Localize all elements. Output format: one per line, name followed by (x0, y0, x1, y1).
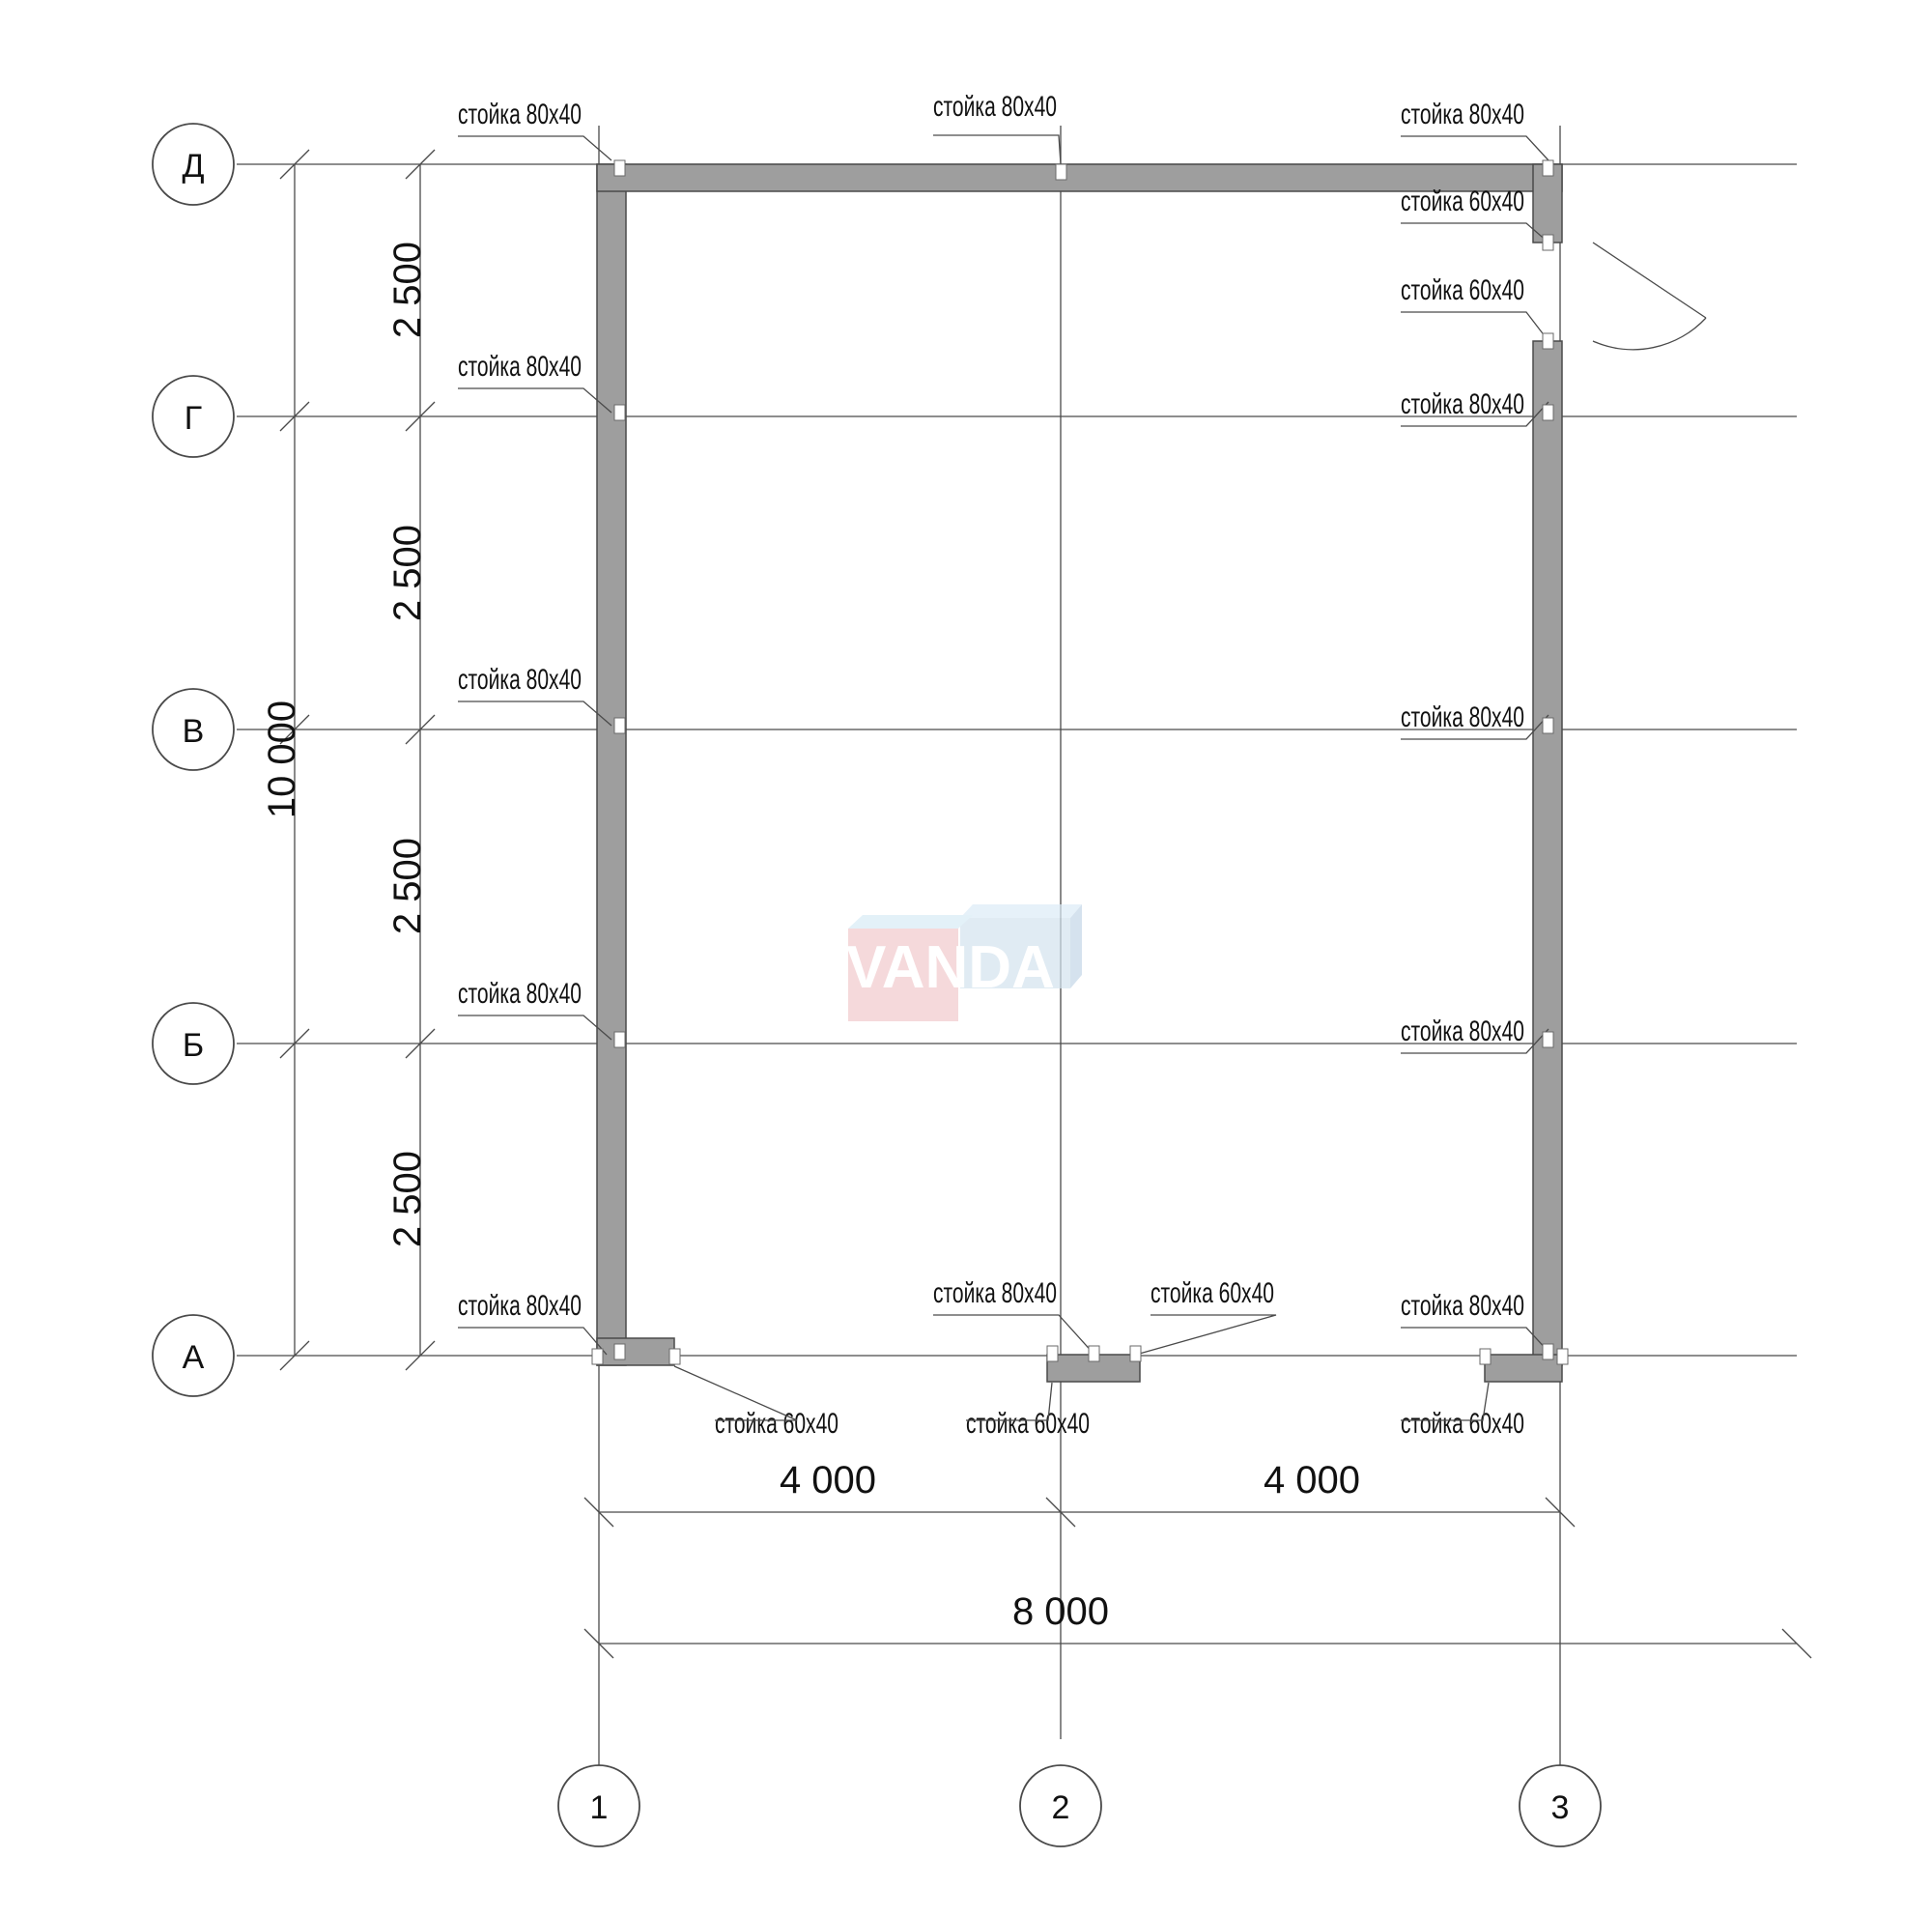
svg-text:VANDA: VANDA (846, 934, 1055, 1001)
svg-text:стойка 60х40: стойка 60х40 (1401, 274, 1524, 306)
svg-text:10 000: 10 000 (261, 701, 303, 818)
svg-text:Д: Д (182, 148, 204, 185)
svg-text:стойка 80х40: стойка 80х40 (933, 91, 1057, 123)
svg-text:8 000: 8 000 (1012, 1590, 1109, 1633)
svg-text:стойка 80х40: стойка 80х40 (458, 1290, 582, 1322)
svg-text:стойка 60х40: стойка 60х40 (966, 1408, 1090, 1440)
svg-text:стойка 80х40: стойка 80х40 (1401, 701, 1524, 733)
svg-text:В: В (183, 713, 205, 750)
svg-text:стойка 80х40: стойка 80х40 (933, 1277, 1057, 1309)
svg-text:3: 3 (1551, 1789, 1570, 1826)
svg-text:Г: Г (185, 400, 202, 437)
svg-text:стойка 60х40: стойка 60х40 (1401, 1408, 1524, 1440)
svg-text:стойка 80х40: стойка 80х40 (1401, 1015, 1524, 1047)
svg-text:1: 1 (590, 1789, 609, 1826)
svg-text:стойка 80х40: стойка 80х40 (458, 351, 582, 383)
svg-text:2 500: 2 500 (386, 838, 429, 934)
svg-text:2 500: 2 500 (386, 242, 429, 338)
svg-text:А: А (183, 1339, 205, 1376)
svg-text:стойка 80х40: стойка 80х40 (458, 978, 582, 1010)
svg-text:стойка 80х40: стойка 80х40 (1401, 388, 1524, 420)
svg-text:стойка 80х40: стойка 80х40 (1401, 99, 1524, 130)
svg-text:4 000: 4 000 (780, 1459, 876, 1501)
svg-text:стойка 60х40: стойка 60х40 (1401, 186, 1524, 217)
svg-text:2 500: 2 500 (386, 1151, 429, 1247)
svg-text:стойка 60х40: стойка 60х40 (715, 1408, 838, 1440)
svg-text:Б: Б (183, 1027, 204, 1064)
svg-text:стойка 80х40: стойка 80х40 (1401, 1290, 1524, 1322)
svg-text:стойка 80х40: стойка 80х40 (458, 664, 582, 696)
svg-text:стойка 60х40: стойка 60х40 (1151, 1277, 1274, 1309)
svg-text:2: 2 (1052, 1789, 1070, 1826)
svg-text:стойка 80х40: стойка 80х40 (458, 99, 582, 130)
svg-text:2 500: 2 500 (386, 525, 429, 621)
svg-text:4 000: 4 000 (1264, 1459, 1360, 1501)
